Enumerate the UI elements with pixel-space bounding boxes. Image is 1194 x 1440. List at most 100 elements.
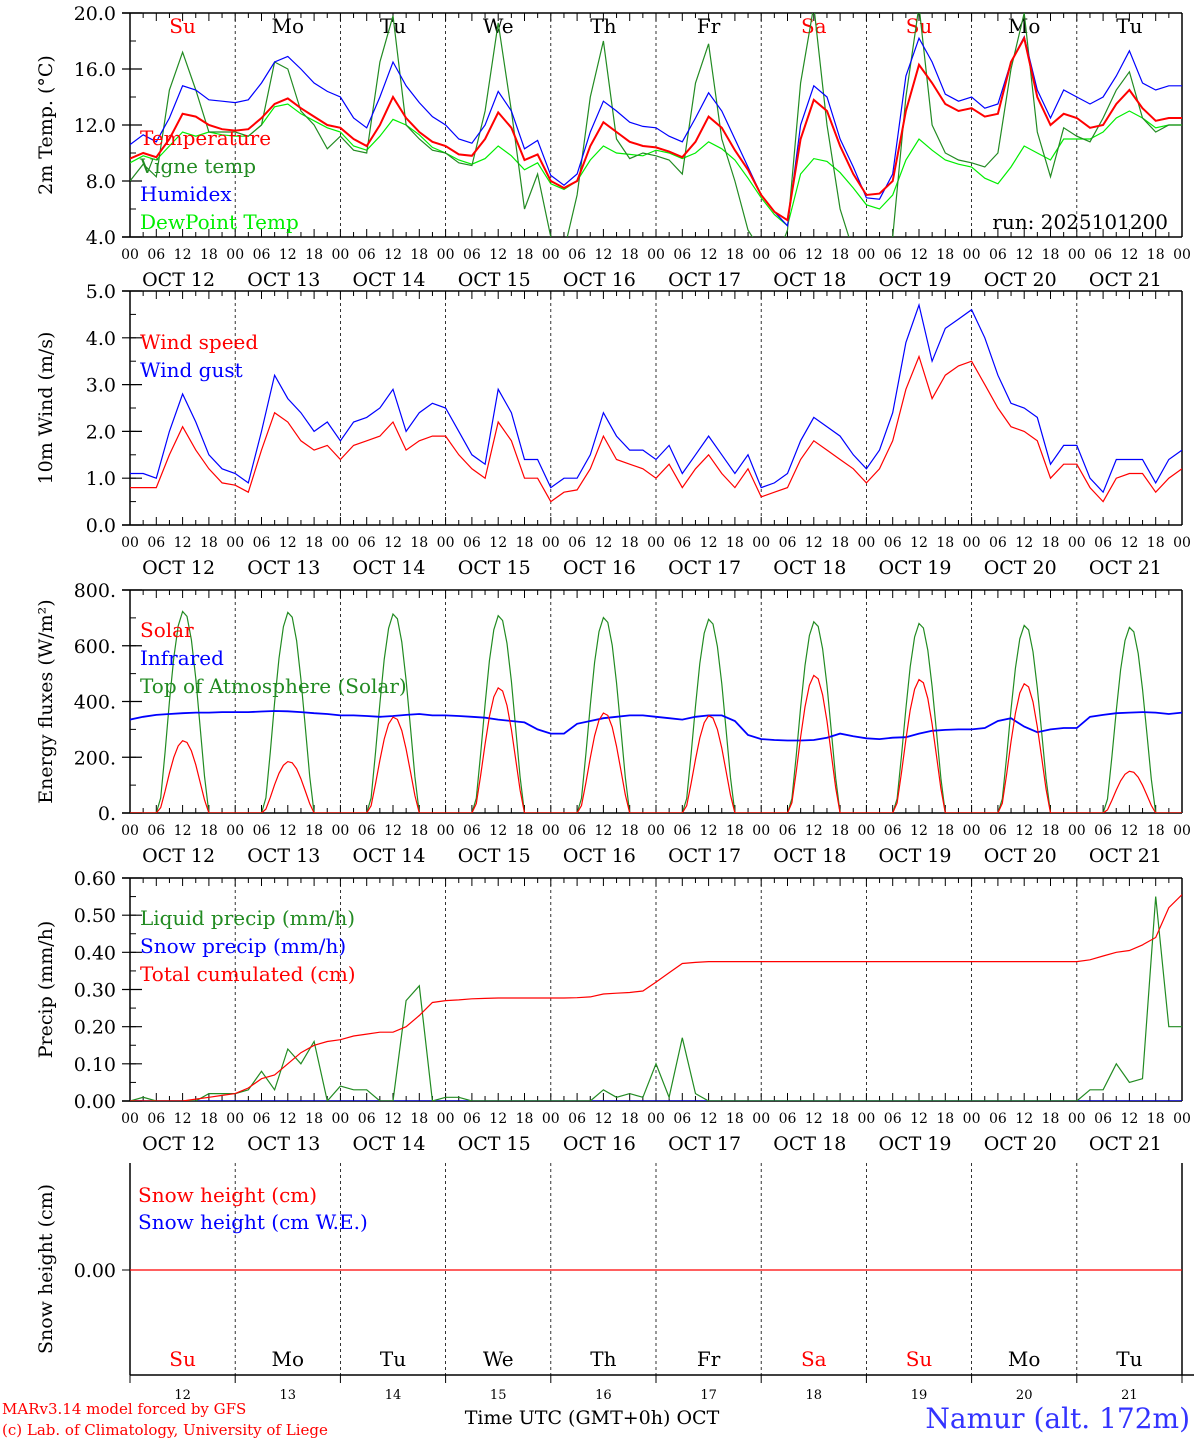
hour-label: 00 [542, 823, 560, 839]
date-label: OCT 13 [247, 269, 320, 291]
hour-label: 06 [1094, 247, 1112, 263]
day-name: Su [169, 1347, 196, 1371]
y-tick-label: 8.0 [86, 171, 116, 193]
y-tick-label: 3.0 [86, 375, 116, 397]
day-number: 14 [385, 1388, 402, 1403]
date-label: OCT 19 [878, 845, 951, 867]
date-label: OCT 20 [984, 1133, 1057, 1155]
hour-label: 06 [568, 535, 586, 551]
legend-snow-we: Snow height (cm W.E.) [138, 1210, 368, 1234]
hour-label: 06 [673, 823, 691, 839]
date-label: OCT 12 [142, 269, 215, 291]
hour-label: 12 [489, 247, 507, 263]
date-label: OCT 18 [773, 1133, 846, 1155]
legend-vigne: Vigne temp [139, 154, 256, 178]
wind-legend: Wind speed Wind gust [140, 330, 258, 382]
hour-label: 06 [358, 823, 376, 839]
day-name: Mo [272, 14, 305, 38]
legend-wind-speed: Wind speed [140, 330, 258, 354]
hour-label: 00 [857, 823, 875, 839]
hour-label: 00 [752, 823, 770, 839]
hour-label: 12 [174, 823, 192, 839]
hour-label: 18 [621, 1111, 639, 1127]
hour-label: 18 [936, 823, 954, 839]
hour-label: 12 [910, 1111, 928, 1127]
hour-label: 06 [989, 823, 1007, 839]
hour-label: 00 [1173, 823, 1191, 839]
hour-label: 18 [831, 535, 849, 551]
hour-label: 06 [358, 247, 376, 263]
hour-label: 06 [568, 823, 586, 839]
model-credit: MARv3.14 model forced by GFS [2, 1400, 246, 1418]
x-axis-label: Time UTC (GMT+0h) OCT [465, 1407, 720, 1429]
panel-wind: 00 06 12 18 00 06 12 18 00 06 12 18 00 06 12 18 00 06 12 18… [35, 281, 1191, 579]
hour-label: 12 [700, 823, 718, 839]
date-label: OCT 20 [984, 845, 1057, 867]
hour-label: 06 [1094, 535, 1112, 551]
hour-label: 00 [647, 247, 665, 263]
hour-label: 06 [358, 1111, 376, 1127]
legend-temperature: Temperature [140, 126, 271, 150]
hour-label: 00 [1068, 247, 1086, 263]
series-wind-speed [130, 354, 1182, 503]
hour-label: 18 [410, 247, 428, 263]
hour-label: 12 [384, 823, 402, 839]
hour-label: 06 [463, 823, 481, 839]
hour-label: 12 [1015, 247, 1033, 263]
hour-label: 18 [621, 535, 639, 551]
y-tick-label: 2.0 [86, 421, 116, 443]
day-name: Tu [380, 1347, 406, 1371]
hour-label: 06 [1094, 823, 1112, 839]
y-tick-label: 16.0 [74, 59, 116, 81]
hour-label: 00 [331, 247, 349, 263]
y-axis-label: 2m Temp. (°C) [35, 55, 57, 195]
hour-label: 18 [831, 247, 849, 263]
hour-label: 00 [226, 823, 244, 839]
series-infrared [130, 710, 1182, 742]
legend-cumul: Total cumulated (cm) [140, 962, 356, 986]
hour-label: 00 [647, 535, 665, 551]
hour-label: 06 [147, 247, 165, 263]
hour-label: 00 [121, 1111, 139, 1127]
y-tick-label: 0.60 [74, 868, 116, 890]
hour-label: 18 [726, 247, 744, 263]
date-label: OCT 21 [1089, 845, 1162, 867]
hour-label: 06 [253, 535, 271, 551]
date-label: OCT 19 [878, 269, 951, 291]
day-name: Fr [697, 1347, 721, 1371]
day-number: 16 [595, 1388, 612, 1403]
date-label: OCT 13 [247, 845, 320, 867]
hour-label: 18 [1147, 535, 1165, 551]
date-label: OCT 16 [563, 557, 636, 579]
legend-snow-precip: Snow precip (mm/h) [140, 934, 346, 958]
hour-label: 00 [647, 823, 665, 839]
hour-label: 18 [516, 535, 534, 551]
hour-label: 06 [673, 535, 691, 551]
hour-label: 12 [1015, 823, 1033, 839]
hour-label: 12 [910, 535, 928, 551]
hour-label: 12 [279, 1111, 297, 1127]
date-label: OCT 18 [773, 557, 846, 579]
hour-label: 12 [1015, 535, 1033, 551]
hour-label: 06 [884, 535, 902, 551]
hour-label: 00 [226, 1111, 244, 1127]
hour-label: 18 [1042, 535, 1060, 551]
hour-label: 00 [1068, 535, 1086, 551]
hour-label: 00 [1173, 247, 1191, 263]
y-tick-label: 200. [74, 747, 116, 769]
legend-infrared: Infrared [140, 646, 224, 670]
hour-label: 18 [621, 823, 639, 839]
legend-toa: Top of Atmosphere (Solar) [140, 674, 407, 698]
series-toa [130, 610, 1182, 813]
hour-label: 12 [174, 535, 192, 551]
y-tick-label: 4.0 [86, 328, 116, 350]
panel-flux: 00 06 12 18 00 06 12 18 00 06 12 18 00 06 12 18 00 06 12 18… [35, 580, 1191, 867]
hour-label: 12 [700, 535, 718, 551]
y-tick-label: 0.50 [74, 905, 116, 927]
hour-label: 06 [253, 823, 271, 839]
hour-label: 12 [1120, 1111, 1138, 1127]
day-number: 13 [280, 1388, 297, 1403]
hour-label: 18 [410, 535, 428, 551]
hour-label: 12 [384, 1111, 402, 1127]
date-label: OCT 15 [458, 1133, 531, 1155]
